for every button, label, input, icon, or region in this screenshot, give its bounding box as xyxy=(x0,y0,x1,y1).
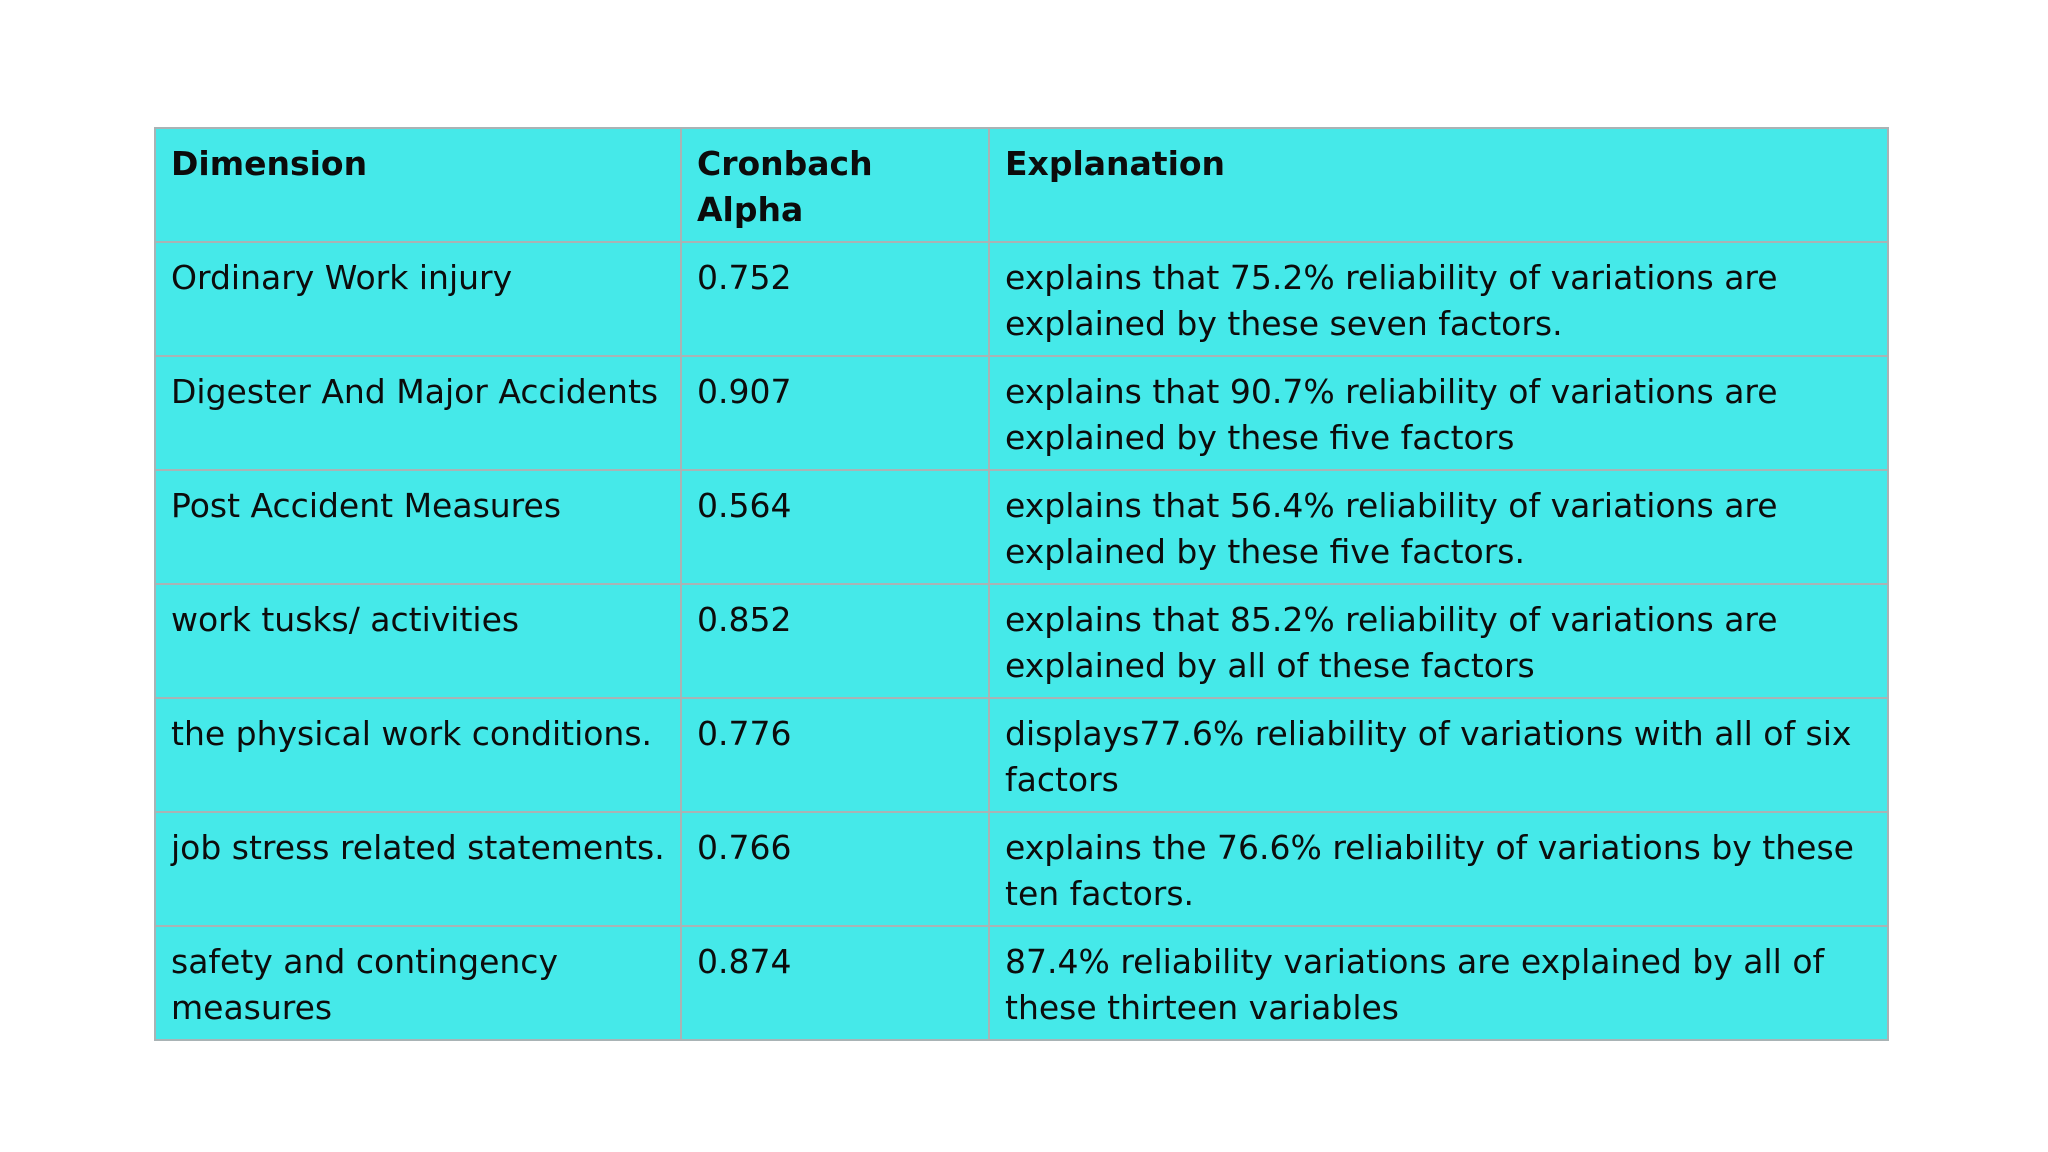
table-row: Post Accident Measures 0.564 explains th… xyxy=(154,469,1889,585)
cell-alpha: 0.752 xyxy=(680,241,990,357)
header-row: Dimension Cronbach Alpha Explanation xyxy=(154,127,1889,243)
cell-explanation: explains that 56.4% reliability of varia… xyxy=(988,469,1889,585)
table-row: job stress related statements. 0.766 exp… xyxy=(154,811,1889,927)
cell-alpha: 0.776 xyxy=(680,697,990,813)
cell-dimension: Ordinary Work injury xyxy=(154,241,682,357)
table-header: Dimension Cronbach Alpha Explanation xyxy=(154,127,1889,243)
cell-dimension: Digester And Major Accidents xyxy=(154,355,682,471)
cell-alpha: 0.874 xyxy=(680,925,990,1041)
cell-dimension: Post Accident Measures xyxy=(154,469,682,585)
table-row: Ordinary Work injury 0.752 explains that… xyxy=(154,241,1889,357)
cell-explanation: explains the 76.6% reliability of variat… xyxy=(988,811,1889,927)
header-cronbach-alpha: Cronbach Alpha xyxy=(680,127,990,243)
cell-alpha: 0.564 xyxy=(680,469,990,585)
cell-dimension: the physical work conditions. xyxy=(154,697,682,813)
table-row: Digester And Major Accidents 0.907 expla… xyxy=(154,355,1889,471)
table-row: safety and contingency measures 0.874 87… xyxy=(154,925,1889,1041)
table-body: Ordinary Work injury 0.752 explains that… xyxy=(154,241,1889,1041)
cell-explanation: explains that 90.7% reliability of varia… xyxy=(988,355,1889,471)
cell-alpha: 0.907 xyxy=(680,355,990,471)
cell-dimension: job stress related statements. xyxy=(154,811,682,927)
header-explanation: Explanation xyxy=(988,127,1889,243)
cell-explanation: displays77.6% reliability of variations … xyxy=(988,697,1889,813)
cell-explanation: 87.4% reliability variations are explain… xyxy=(988,925,1889,1041)
cell-explanation: explains that 75.2% reliability of varia… xyxy=(988,241,1889,357)
cell-alpha: 0.852 xyxy=(680,583,990,699)
table-row: work tusks/ activities 0.852 explains th… xyxy=(154,583,1889,699)
cell-dimension: safety and contingency measures xyxy=(154,925,682,1041)
reliability-table: Dimension Cronbach Alpha Explanation Ord… xyxy=(154,127,1889,1041)
cell-explanation: explains that 85.2% reliability of varia… xyxy=(988,583,1889,699)
table-row: the physical work conditions. 0.776 disp… xyxy=(154,697,1889,813)
header-dimension: Dimension xyxy=(154,127,682,243)
cell-alpha: 0.766 xyxy=(680,811,990,927)
cell-dimension: work tusks/ activities xyxy=(154,583,682,699)
